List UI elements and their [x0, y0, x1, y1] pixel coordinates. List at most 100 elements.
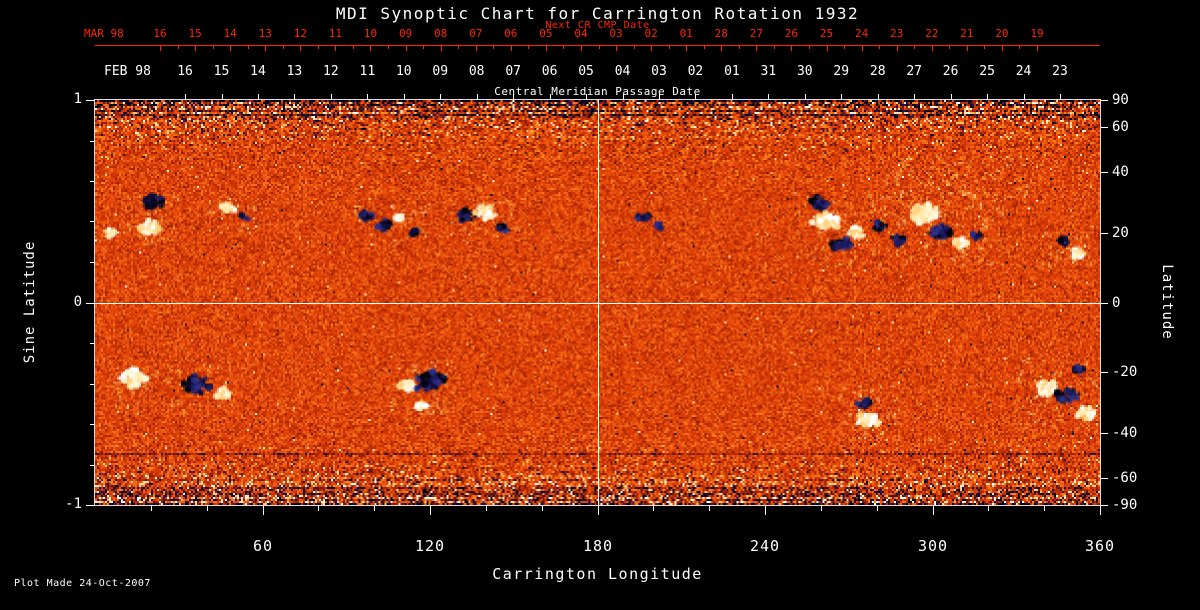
x-minor-tick [486, 506, 487, 511]
next-cr-minor-tick [739, 46, 740, 49]
next-cr-minor-tick [669, 46, 670, 49]
cmp-tick [732, 94, 733, 100]
next-cr-day-label: 15 [188, 27, 202, 40]
next-cr-tick [476, 46, 477, 51]
next-cr-tick [616, 46, 617, 51]
next-cr-tick [1037, 46, 1038, 51]
next-cr-tick [1002, 46, 1003, 51]
next-cr-day-label: 09 [398, 27, 413, 40]
y-left-minor-tick [90, 424, 95, 425]
next-cr-tick [160, 46, 161, 51]
y-left-minor-tick [90, 221, 95, 222]
x-minor-tick [821, 506, 822, 511]
next-cr-minor-tick [178, 46, 179, 49]
cmp-month-label: FEB 98 [104, 64, 151, 79]
cmp-tick [914, 94, 915, 100]
next-cr-tick [897, 46, 898, 51]
cmp-tick [404, 94, 405, 100]
x-tick-label: 180 [582, 537, 614, 555]
x-minor-tick [709, 506, 710, 511]
cmp-day-label: 14 [250, 64, 266, 79]
y-axis-left-title: Sine Latitude [22, 240, 38, 364]
cmp-day-label: 28 [869, 64, 886, 79]
next-cr-minor-tick [949, 46, 950, 49]
cmp-day-label: 30 [796, 64, 813, 79]
y-left-tick-label: 1 [73, 91, 82, 107]
magnetogram-heatmap [95, 100, 1100, 505]
next-cr-tick [967, 46, 968, 51]
next-cr-minor-tick [1019, 46, 1020, 49]
cmp-tick [586, 94, 587, 100]
next-cr-tick [862, 46, 863, 51]
next-cr-tick [441, 46, 442, 51]
cmp-tick [951, 94, 952, 100]
y-right-tick-label: 20 [1112, 225, 1129, 241]
cmp-tick [805, 94, 806, 100]
x-axis-title: Carrington Longitude [492, 565, 703, 583]
cmp-day-label: 25 [979, 64, 995, 79]
next-cr-tick [546, 46, 547, 51]
next-cr-tick [827, 46, 828, 51]
y-left-tick [86, 303, 95, 304]
x-tick-label: 300 [917, 537, 949, 555]
next-cr-day-label: 06 [504, 27, 518, 40]
next-cr-tick [335, 46, 336, 51]
next-cr-tick [195, 46, 196, 51]
next-cr-minor-tick [704, 46, 705, 49]
next-cr-minor-tick [914, 46, 915, 49]
cmp-day-label: 13 [286, 64, 303, 79]
cmp-day-label: 01 [724, 64, 740, 79]
cmp-day-label: 23 [1052, 64, 1068, 79]
cmp-tick [659, 94, 660, 100]
cmp-day-label: 02 [687, 64, 704, 79]
next-cr-day-label: 08 [434, 27, 448, 40]
x-minor-tick [207, 506, 208, 511]
y-right-tick [1101, 233, 1108, 234]
cmp-day-label: 06 [541, 64, 558, 79]
cmp-day-label: 15 [213, 64, 230, 79]
cmp-tick [513, 94, 514, 100]
next-cr-day-label: 13 [258, 27, 272, 40]
y-right-tick [1101, 505, 1108, 506]
y-right-tick-label: -90 [1112, 497, 1138, 513]
y-right-tick [1101, 172, 1108, 173]
y-right-tick [1101, 478, 1108, 479]
cmp-tick [695, 94, 696, 100]
next-cr-day-label: 16 [153, 27, 167, 40]
x-tick-label: 120 [414, 537, 446, 555]
next-cr-minor-tick [528, 46, 529, 49]
next-cr-tick [406, 46, 407, 51]
cmp-day-label: 03 [651, 64, 667, 79]
next-cr-minor-tick [984, 46, 985, 49]
next-cr-tick [651, 46, 652, 51]
y-left-tick [86, 100, 95, 101]
cmp-tick [1024, 94, 1025, 100]
plot-made-note: Plot Made 24-Oct-2007 [14, 578, 151, 589]
y-left-tick [86, 505, 95, 506]
cmp-tick [258, 94, 259, 100]
cmp-tick [987, 94, 988, 100]
x-tick [598, 506, 599, 515]
cmp-day-label: 26 [942, 64, 959, 79]
next-cr-tick [686, 46, 687, 51]
next-cr-axis-line [95, 45, 1100, 46]
cmp-tick [878, 94, 879, 100]
next-cr-minor-tick [599, 46, 600, 49]
y-left-minor-tick [90, 343, 95, 344]
cmp-tick [768, 94, 769, 100]
next-cr-tick [581, 46, 582, 51]
x-minor-tick [374, 506, 375, 511]
cmp-tick [477, 94, 478, 100]
x-tick-label: 60 [252, 537, 274, 555]
cmp-day-label: 10 [395, 64, 412, 79]
x-tick [933, 506, 934, 515]
cmp-day-label: 12 [323, 64, 339, 79]
next-cr-minor-tick [634, 46, 635, 49]
next-cr-day-label: 20 [995, 27, 1009, 40]
next-cr-month-label: MAR 98 [84, 27, 124, 40]
next-cr-day-label: 07 [469, 27, 483, 40]
next-cr-minor-tick [213, 46, 214, 49]
next-cr-day-label: 22 [925, 27, 939, 40]
y-right-tick-label: -20 [1112, 364, 1138, 380]
next-cr-minor-tick [563, 46, 564, 49]
